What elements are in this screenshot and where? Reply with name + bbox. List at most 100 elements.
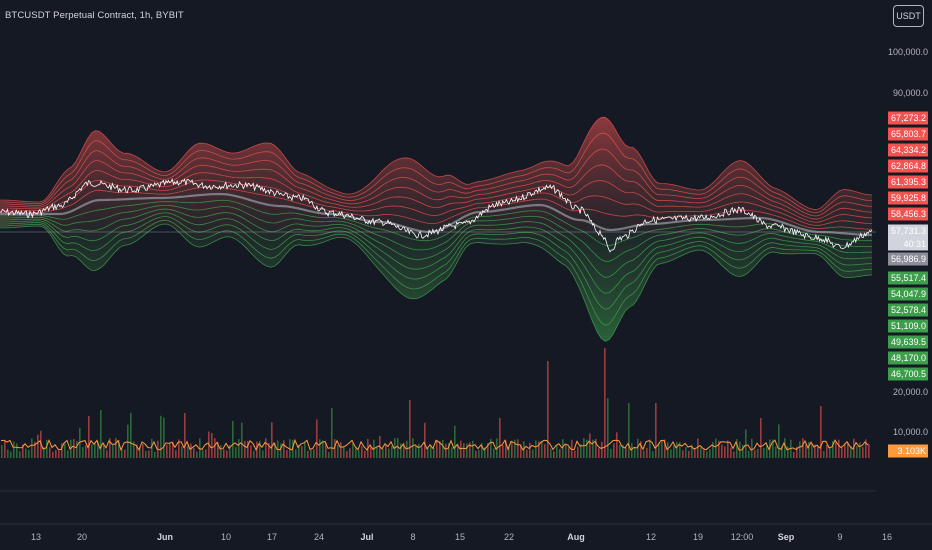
- volume-bar: [115, 438, 117, 458]
- volume-bar: [667, 442, 669, 458]
- volume-bar: [742, 444, 744, 458]
- volume-bar: [241, 422, 243, 458]
- volume-bar: [784, 438, 786, 458]
- volume-bar: [322, 440, 324, 458]
- volume-bar: [175, 450, 177, 458]
- volume-bar: [109, 438, 111, 458]
- volume-bar: [37, 434, 39, 458]
- volume-bar: [226, 450, 228, 458]
- volume-bar: [559, 449, 561, 458]
- volume-bar: [190, 443, 192, 458]
- volume-bar: [829, 446, 831, 458]
- lower-band-label: 48,170.0: [891, 353, 926, 363]
- volume-bar: [493, 448, 495, 458]
- upper-band-label: 59,925.8: [891, 193, 926, 203]
- upper-band-label: 65,803.7: [891, 129, 926, 139]
- price-tick-label: 100,000.0: [888, 47, 928, 57]
- price-series: [0, 177, 873, 253]
- volume-bar: [859, 442, 861, 458]
- volume-bar: [679, 442, 681, 458]
- volume-bar: [640, 441, 642, 458]
- volume-bar: [688, 450, 690, 458]
- price-axis[interactable]: 100,000.0 90,000.0 20,000.0 10,000.0: [888, 47, 928, 437]
- volume-bar: [439, 441, 441, 458]
- volume-bar: [466, 443, 468, 458]
- volume-bar: [247, 440, 249, 458]
- volume-bar: [487, 443, 489, 458]
- volume-bar: [634, 447, 636, 458]
- volume-bar: [787, 446, 789, 458]
- volume-bar: [196, 451, 198, 458]
- basis-label: 56,986.9: [891, 254, 926, 264]
- volume-bar: [805, 444, 807, 458]
- volume-bar: [349, 448, 351, 458]
- volume-bar: [826, 444, 828, 458]
- volume-bar: [628, 403, 630, 458]
- volume-bar: [505, 440, 507, 458]
- volume-bar: [145, 451, 147, 458]
- volume-bar: [313, 449, 315, 458]
- volume-bar: [58, 449, 60, 458]
- volume-bar: [283, 440, 285, 458]
- volume-bar: [601, 441, 603, 458]
- volume-bar: [181, 446, 183, 458]
- volume-bar: [625, 447, 627, 458]
- volume-bar: [481, 443, 483, 458]
- volume-bar: [130, 412, 132, 458]
- lower-band-label: 54,047.9: [891, 289, 926, 299]
- volume-bar: [274, 442, 276, 458]
- volume-bar: [121, 448, 123, 458]
- volume-bar: [532, 449, 534, 458]
- volume-bar: [622, 444, 624, 458]
- volume-bar: [778, 424, 780, 458]
- volume-bar: [79, 427, 81, 458]
- volume-label: 3.103K: [897, 446, 926, 456]
- volume-bar: [526, 449, 528, 458]
- volume-bar: [370, 446, 372, 458]
- volume-bar: [106, 450, 108, 458]
- time-tick-label: 12: [646, 532, 656, 542]
- volume-bar: [760, 418, 762, 458]
- time-tick-label: 15: [455, 532, 465, 542]
- volume-bar: [118, 440, 120, 458]
- volume-bar: [808, 441, 810, 458]
- volume-bar: [127, 424, 129, 458]
- volume-bar: [331, 408, 333, 458]
- volume-bar: [529, 442, 531, 458]
- lower-band-label: 55,517.4: [891, 273, 926, 283]
- lower-band-label: 46,700.5: [891, 369, 926, 379]
- volume-bar: [448, 442, 450, 458]
- currency-button[interactable]: USDT: [893, 5, 924, 27]
- volume-bar: [691, 444, 693, 458]
- lower-band-line: [0, 223, 873, 342]
- volume-bar: [31, 438, 33, 458]
- volume-bar: [433, 448, 435, 458]
- time-tick-label: Jul: [360, 532, 373, 542]
- volume-bar: [160, 415, 162, 458]
- volume-bar: [163, 417, 165, 458]
- volume-bar: [424, 422, 426, 458]
- volume-bar: [535, 440, 537, 458]
- volume-bar: [565, 445, 567, 458]
- volume-tick-label: 20,000.0: [893, 387, 928, 397]
- volume-bar: [604, 348, 606, 458]
- volume-bar: [151, 438, 153, 458]
- upper-band-label: 64,334.2: [891, 145, 926, 155]
- volume-bar: [232, 421, 234, 458]
- volume-bar: [733, 451, 735, 458]
- volume-bar: [841, 447, 843, 458]
- volume-bar: [310, 449, 312, 458]
- volume-bar: [88, 415, 90, 458]
- volume-bar: [391, 445, 393, 458]
- lower-band-line: [0, 199, 872, 247]
- volume-bar: [259, 440, 261, 458]
- volume-bar: [235, 446, 237, 458]
- volume-bar: [838, 439, 840, 458]
- time-tick-label: 20: [77, 532, 87, 542]
- time-axis[interactable]: 13 20 Jun 10 17 24 Jul 8 15 22 Aug 12 19 12:00 Sep 9 16: [31, 532, 892, 542]
- volume-bar: [25, 448, 27, 458]
- volume-bar: [643, 450, 645, 458]
- volume-bar: [757, 448, 759, 458]
- volume-bar: [727, 440, 729, 458]
